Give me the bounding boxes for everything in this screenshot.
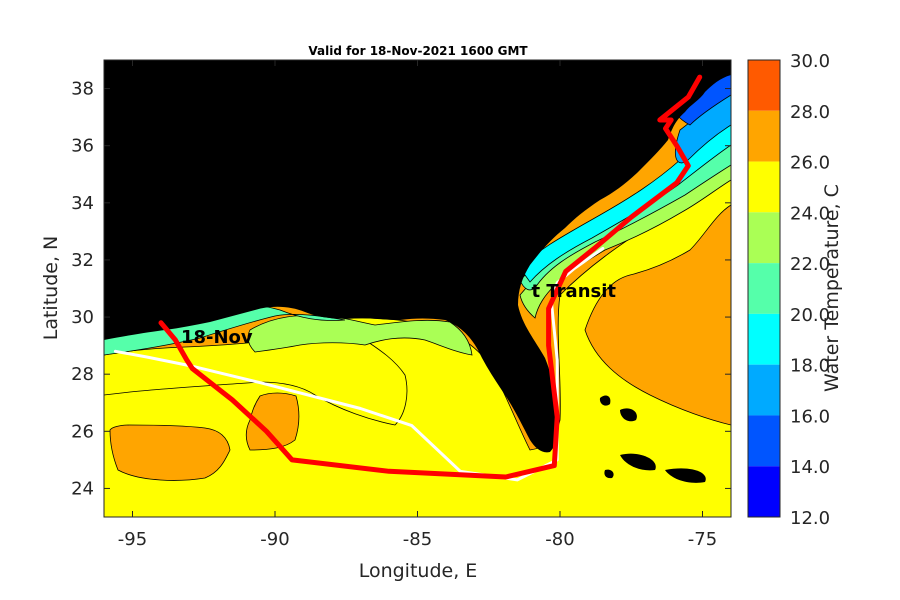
colorbar-tick-label: 28.0: [790, 102, 830, 123]
route-line-red: [158, 74, 703, 480]
y-tick-label: 38: [71, 79, 94, 100]
island-shape: [665, 468, 706, 483]
y-tick-label: 30: [71, 307, 94, 328]
colorbar-swatch: [748, 263, 780, 314]
island-shape: [620, 453, 656, 471]
island-shape: [599, 395, 611, 406]
colorbar-swatch: [748, 313, 780, 365]
map-plot-area: 18-Nov t Transit: [104, 60, 731, 517]
y-axis-ticks: 24 26 28 30 32 34 36 38: [71, 79, 731, 499]
land-mass: [104, 60, 731, 453]
y-tick-label: 32: [71, 250, 94, 271]
colorbar-swatch: [748, 212, 780, 264]
x-tick-label: -90: [260, 529, 289, 550]
y-tick-label: 26: [71, 421, 94, 442]
x-tick-label: -95: [118, 529, 147, 550]
y-tick-label: 34: [71, 193, 94, 214]
y-tick-label: 24: [71, 478, 94, 499]
colorbar-tick-label: 20.0: [790, 305, 830, 326]
x-tick-label: -75: [688, 529, 717, 550]
colorbar-tick-label: 30.0: [790, 51, 830, 72]
map-title: Valid for 18-Nov-2021 1600 GMT: [308, 44, 528, 58]
colorbar-tick-label: 14.0: [790, 457, 830, 478]
map-annotation-transit: t Transit: [532, 281, 617, 302]
x-tick-label: -85: [403, 529, 432, 550]
y-axis-label: Latitude, N: [40, 236, 62, 341]
colorbar-swatch: [748, 161, 780, 213]
island-shape: [604, 469, 614, 479]
island-shape: [620, 408, 637, 422]
colorbar-tick-label: 24.0: [790, 203, 830, 224]
colorbar-frame: [747, 59, 781, 518]
sst-band-18-20: [519, 119, 731, 283]
colorbar-tick-label: 12.0: [790, 508, 830, 529]
map-annotation-date: 18-Nov: [181, 327, 253, 348]
x-axis-ticks: -95 -90 -85 -80 -75: [118, 60, 717, 550]
colorbar-swatch: [748, 110, 780, 162]
sst-band-22-24: [247, 314, 473, 356]
colorbar-swatch: [748, 60, 780, 111]
x-tick-label: -80: [545, 529, 574, 550]
x-axis-label: Longitude, E: [359, 560, 478, 582]
colorbar-tick-label: 22.0: [790, 254, 830, 275]
colorbar-label: Water Temperature, C: [821, 184, 843, 392]
colorbar-tick-label: 18.0: [790, 356, 830, 377]
y-tick-label: 28: [71, 364, 94, 385]
colorbar: [748, 60, 780, 517]
colorbar-ticks: 30.0 28.0 26.0 24.0 22.0 20.0 18.0 16.0 14.0 12.0: [790, 51, 830, 529]
y-tick-label: 36: [71, 136, 94, 157]
colorbar-swatch: [748, 415, 780, 467]
colorbar-tick-label: 16.0: [790, 406, 830, 427]
colorbar-swatch: [748, 466, 780, 517]
colorbar-swatch: [748, 364, 780, 416]
colorbar-tick-label: 26.0: [790, 153, 830, 174]
